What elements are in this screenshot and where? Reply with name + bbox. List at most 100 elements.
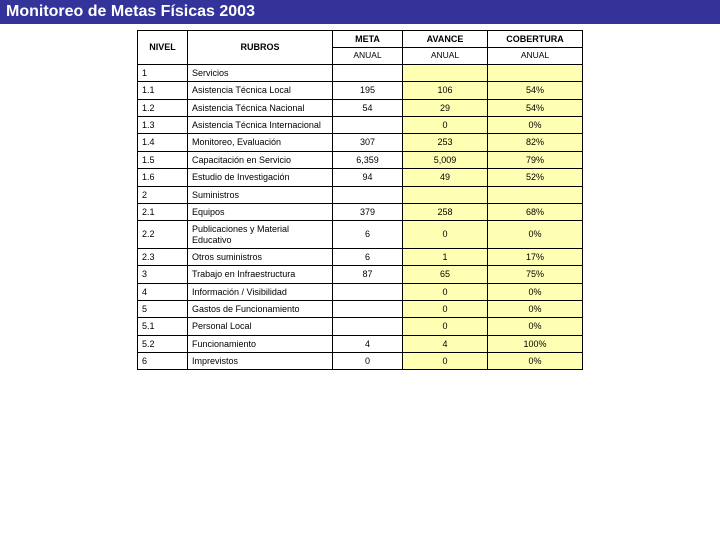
table-row: 5Gastos de Funcionamiento 00% [138, 300, 583, 317]
cell-cobertura: 0% [488, 352, 583, 369]
cell-cobertura: 17% [488, 248, 583, 265]
table-body: 1Servicios1.1Asistencia Técnica Local195… [138, 65, 583, 370]
table-row: 2Suministros [138, 186, 583, 203]
col-cobertura: COBERTURA [488, 31, 583, 48]
cell-rubros: Equipos [188, 203, 333, 220]
cell-cobertura: 52% [488, 169, 583, 186]
table-row: 2.1Equipos37925868% [138, 203, 583, 220]
col-nivel: NIVEL [138, 31, 188, 65]
table-row: 1.5Capacitación en Servicio6,3595,00979% [138, 151, 583, 168]
cell-meta: 0 [333, 352, 403, 369]
cell-rubros: Funcionamiento [188, 335, 333, 352]
cell-cobertura [488, 65, 583, 82]
cell-avance: 49 [403, 169, 488, 186]
cell-avance [403, 65, 488, 82]
cell-rubros: Asistencia Técnica Nacional [188, 99, 333, 116]
cell-avance: 0 [403, 300, 488, 317]
cell-rubros: Asistencia Técnica Internacional [188, 117, 333, 134]
cell-rubros: Gastos de Funcionamiento [188, 300, 333, 317]
col-meta: META [333, 31, 403, 48]
table-row: 2.2Publicaciones y Material Educativo600… [138, 221, 583, 249]
cell-meta [333, 318, 403, 335]
cell-meta: 6,359 [333, 151, 403, 168]
cell-meta: 307 [333, 134, 403, 151]
cell-nivel: 5.1 [138, 318, 188, 335]
cell-cobertura: 0% [488, 117, 583, 134]
cell-meta: 4 [333, 335, 403, 352]
cell-cobertura [488, 186, 583, 203]
cell-meta: 54 [333, 99, 403, 116]
cell-avance: 0 [403, 221, 488, 249]
table-row: 1.6Estudio de Investigación944952% [138, 169, 583, 186]
cell-avance: 1 [403, 248, 488, 265]
table-row: 2.3Otros suministros6117% [138, 248, 583, 265]
cell-meta [333, 117, 403, 134]
cell-avance: 5,009 [403, 151, 488, 168]
cell-nivel: 4 [138, 283, 188, 300]
cell-meta [333, 283, 403, 300]
cell-meta [333, 65, 403, 82]
table-row: 1.3Asistencia Técnica Internacional00% [138, 117, 583, 134]
cell-meta: 6 [333, 221, 403, 249]
cell-nivel: 2.1 [138, 203, 188, 220]
cell-cobertura: 0% [488, 300, 583, 317]
cell-meta [333, 300, 403, 317]
cell-cobertura: 100% [488, 335, 583, 352]
cell-meta: 94 [333, 169, 403, 186]
cell-cobertura: 54% [488, 99, 583, 116]
table-row: 1.4Monitoreo, Evaluación30725382% [138, 134, 583, 151]
cell-nivel: 1.5 [138, 151, 188, 168]
cell-rubros: Suministros [188, 186, 333, 203]
cell-nivel: 1 [138, 65, 188, 82]
cell-rubros: Información / Visibilidad [188, 283, 333, 300]
table-row: 1Servicios [138, 65, 583, 82]
col-rubros: RUBROS [188, 31, 333, 65]
table-row: 4Información / Visibilidad00% [138, 283, 583, 300]
col-avance-anual: ANUAL [403, 48, 488, 65]
page-title: Monitoreo de Metas Físicas 2003 [0, 0, 720, 24]
cell-cobertura: 79% [488, 151, 583, 168]
cell-avance: 258 [403, 203, 488, 220]
cell-cobertura: 82% [488, 134, 583, 151]
table-row: 1.2Asistencia Técnica Nacional542954% [138, 99, 583, 116]
cell-nivel: 5 [138, 300, 188, 317]
table-row: 6Imprevistos000% [138, 352, 583, 369]
cell-nivel: 1.1 [138, 82, 188, 99]
cell-meta: 6 [333, 248, 403, 265]
cell-nivel: 6 [138, 352, 188, 369]
cell-avance: 29 [403, 99, 488, 116]
cell-avance: 253 [403, 134, 488, 151]
cell-rubros: Servicios [188, 65, 333, 82]
cell-meta [333, 186, 403, 203]
cell-rubros: Imprevistos [188, 352, 333, 369]
cell-avance: 0 [403, 117, 488, 134]
table-container: NIVEL RUBROS META AVANCE COBERTURA ANUAL… [0, 24, 720, 370]
cell-nivel: 1.6 [138, 169, 188, 186]
cell-nivel: 2.2 [138, 221, 188, 249]
cell-rubros: Publicaciones y Material Educativo [188, 221, 333, 249]
cell-cobertura: 0% [488, 221, 583, 249]
cell-rubros: Capacitación en Servicio [188, 151, 333, 168]
table-row: 1.1Asistencia Técnica Local19510654% [138, 82, 583, 99]
cell-meta: 379 [333, 203, 403, 220]
table-row: 3Trabajo en Infraestructura876575% [138, 266, 583, 283]
cell-nivel: 2.3 [138, 248, 188, 265]
cell-avance: 0 [403, 318, 488, 335]
header-row-1: NIVEL RUBROS META AVANCE COBERTURA [138, 31, 583, 48]
cell-nivel: 5.2 [138, 335, 188, 352]
cell-avance [403, 186, 488, 203]
table-row: 5.1Personal Local00% [138, 318, 583, 335]
cell-avance: 106 [403, 82, 488, 99]
cell-cobertura: 54% [488, 82, 583, 99]
cell-cobertura: 68% [488, 203, 583, 220]
col-cobertura-anual: ANUAL [488, 48, 583, 65]
col-meta-anual: ANUAL [333, 48, 403, 65]
cell-avance: 65 [403, 266, 488, 283]
cell-rubros: Trabajo en Infraestructura [188, 266, 333, 283]
cell-avance: 0 [403, 283, 488, 300]
metas-table: NIVEL RUBROS META AVANCE COBERTURA ANUAL… [137, 30, 583, 370]
cell-meta: 195 [333, 82, 403, 99]
cell-avance: 4 [403, 335, 488, 352]
cell-nivel: 1.2 [138, 99, 188, 116]
cell-rubros: Monitoreo, Evaluación [188, 134, 333, 151]
